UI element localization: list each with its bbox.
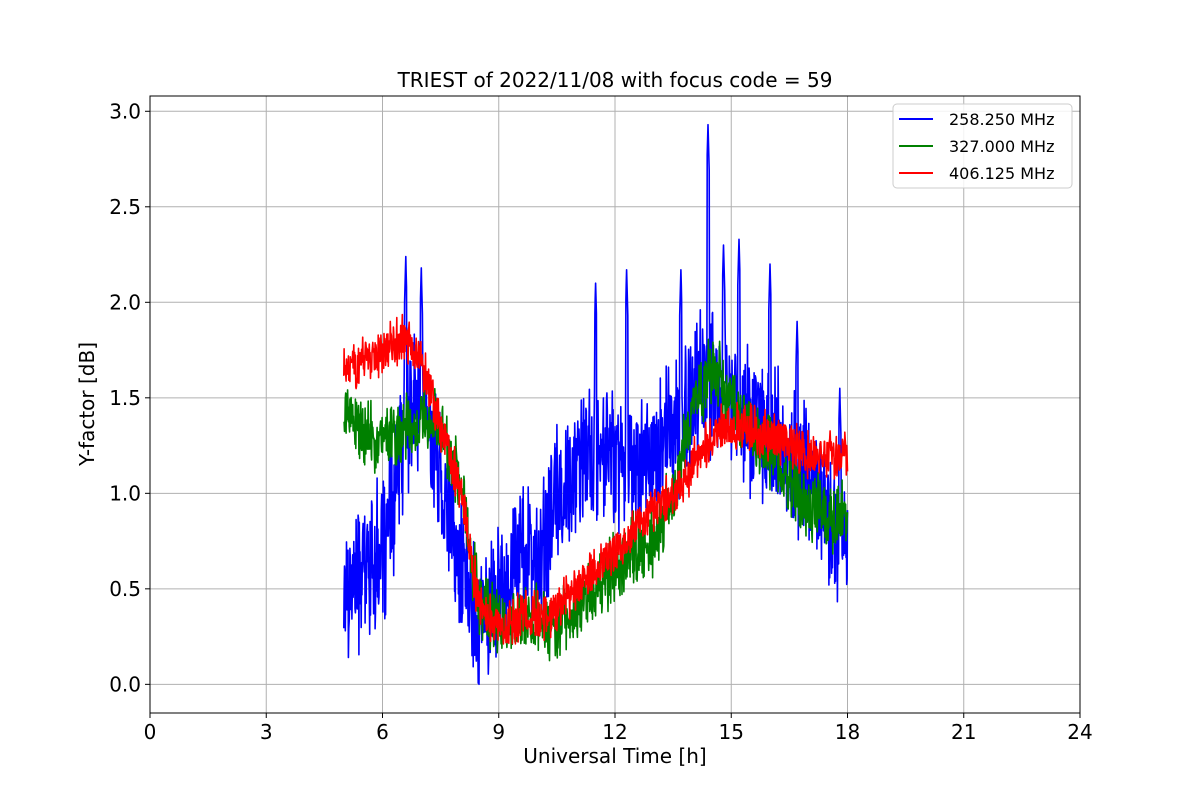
chart-title: TRIEST of 2022/11/08 with focus code = 5… (397, 68, 833, 92)
y-axis-label: Y-factor [dB] (75, 342, 99, 467)
x-tick-label: 12 (602, 720, 627, 744)
series-line-3 (343, 313, 849, 645)
y-tick-label: 3.0 (109, 99, 141, 123)
x-axis-label: Universal Time [h] (523, 744, 706, 768)
series-layer (343, 123, 849, 686)
x-tick-label: 9 (492, 720, 505, 744)
legend-label: 258.250 MHz (949, 110, 1054, 129)
y-tick-label: 2.5 (109, 195, 141, 219)
x-tick-label: 0 (144, 720, 157, 744)
y-tick-label: 0.0 (109, 672, 141, 696)
x-tick-label: 18 (835, 720, 860, 744)
y-axis: 0.0 0.5 1.0 1.5 2.0 2.5 3.0 (109, 99, 150, 696)
legend-label: 406.125 MHz (949, 164, 1054, 183)
y-tick-label: 0.5 (109, 577, 141, 601)
x-tick-label: 3 (260, 720, 273, 744)
legend-label: 327.000 MHz (949, 137, 1054, 156)
y-tick-label: 2.0 (109, 290, 141, 314)
y-tick-label: 1.5 (109, 386, 141, 410)
x-tick-label: 15 (719, 720, 744, 744)
x-tick-label: 24 (1067, 720, 1092, 744)
x-tick-label: 21 (951, 720, 976, 744)
legend: 258.250 MHz 327.000 MHz 406.125 MHz (892, 103, 1073, 189)
y-tick-label: 1.0 (109, 481, 141, 505)
x-axis: 0 3 6 9 12 15 18 21 24 (144, 713, 1093, 744)
x-tick-label: 6 (376, 720, 389, 744)
legend-box (892, 103, 1073, 189)
